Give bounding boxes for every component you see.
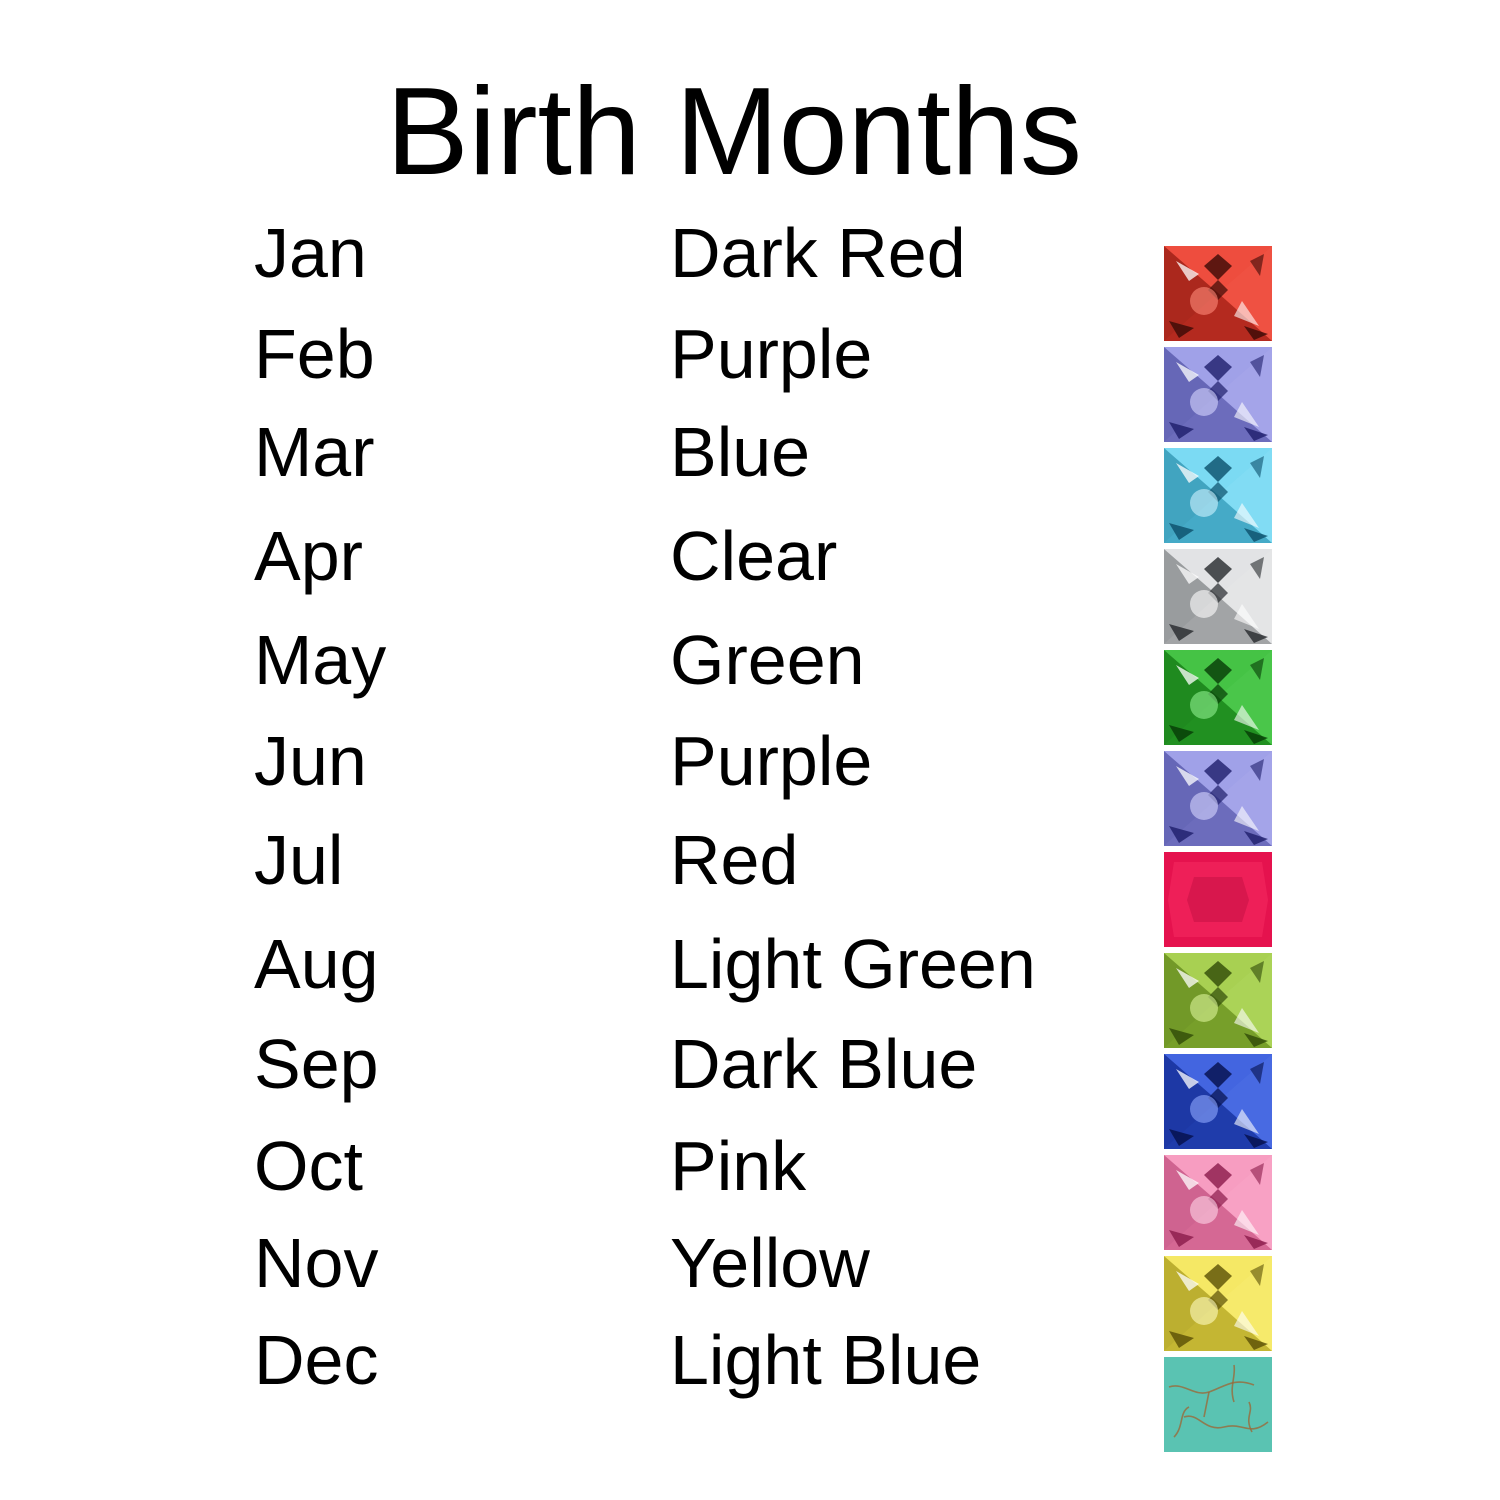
gemstone-swatch [1164, 1054, 1272, 1149]
list-item: May Green [0, 610, 1500, 745]
list-item: Oct Pink [0, 1116, 1500, 1250]
list-item: Aug Light Green [0, 914, 1500, 1048]
color-label: Green [670, 621, 865, 699]
list-item: Jun Purple [0, 711, 1500, 846]
gemstone-swatch [1164, 1155, 1272, 1250]
color-label: Pink [670, 1127, 807, 1205]
gemstone-swatch [1164, 852, 1272, 947]
gemstone-swatch [1164, 549, 1272, 644]
color-label: Dark Blue [670, 1025, 978, 1103]
color-label: Purple [670, 722, 873, 800]
month-label: Jan [254, 214, 367, 292]
month-label: Jul [254, 821, 344, 899]
color-label: Clear [670, 517, 838, 595]
month-label: Aug [254, 925, 379, 1003]
month-label: Jun [254, 722, 367, 800]
month-label: Sep [254, 1025, 379, 1103]
list-item: Mar Blue [0, 402, 1500, 543]
page-title: Birth Months [385, 63, 1083, 201]
gemstone-swatch [1164, 1357, 1272, 1452]
color-label: Yellow [670, 1224, 870, 1302]
color-label: Light Blue [670, 1321, 982, 1399]
color-label: Light Green [670, 925, 1036, 1003]
color-label: Dark Red [670, 214, 966, 292]
month-label: Mar [254, 413, 375, 491]
gemstone-swatch [1164, 751, 1272, 846]
month-label: Feb [254, 315, 375, 393]
list-item: Feb Purple [0, 304, 1500, 442]
gemstone-swatch [1164, 650, 1272, 745]
color-label: Red [670, 821, 799, 899]
gemstone-swatch [1164, 347, 1272, 442]
list-item: Apr Clear [0, 506, 1500, 644]
month-label: Dec [254, 1321, 379, 1399]
list-item: Sep Dark Blue [0, 1014, 1500, 1149]
gemstone-swatch [1164, 1256, 1272, 1351]
month-label: Apr [254, 517, 363, 595]
list-item: Jul Red [0, 810, 1500, 947]
month-label: May [254, 621, 387, 699]
month-label: Oct [254, 1127, 363, 1205]
color-label: Purple [670, 315, 873, 393]
color-label: Blue [670, 413, 811, 491]
gemstone-swatch [1164, 246, 1272, 341]
gemstone-swatch [1164, 953, 1272, 1048]
list-item: Nov Yellow [0, 1213, 1500, 1351]
gemstone-swatch [1164, 448, 1272, 543]
list-item: Jan Dark Red [0, 203, 1500, 341]
list-item: Dec Light Blue [0, 1310, 1500, 1452]
month-label: Nov [254, 1224, 379, 1302]
